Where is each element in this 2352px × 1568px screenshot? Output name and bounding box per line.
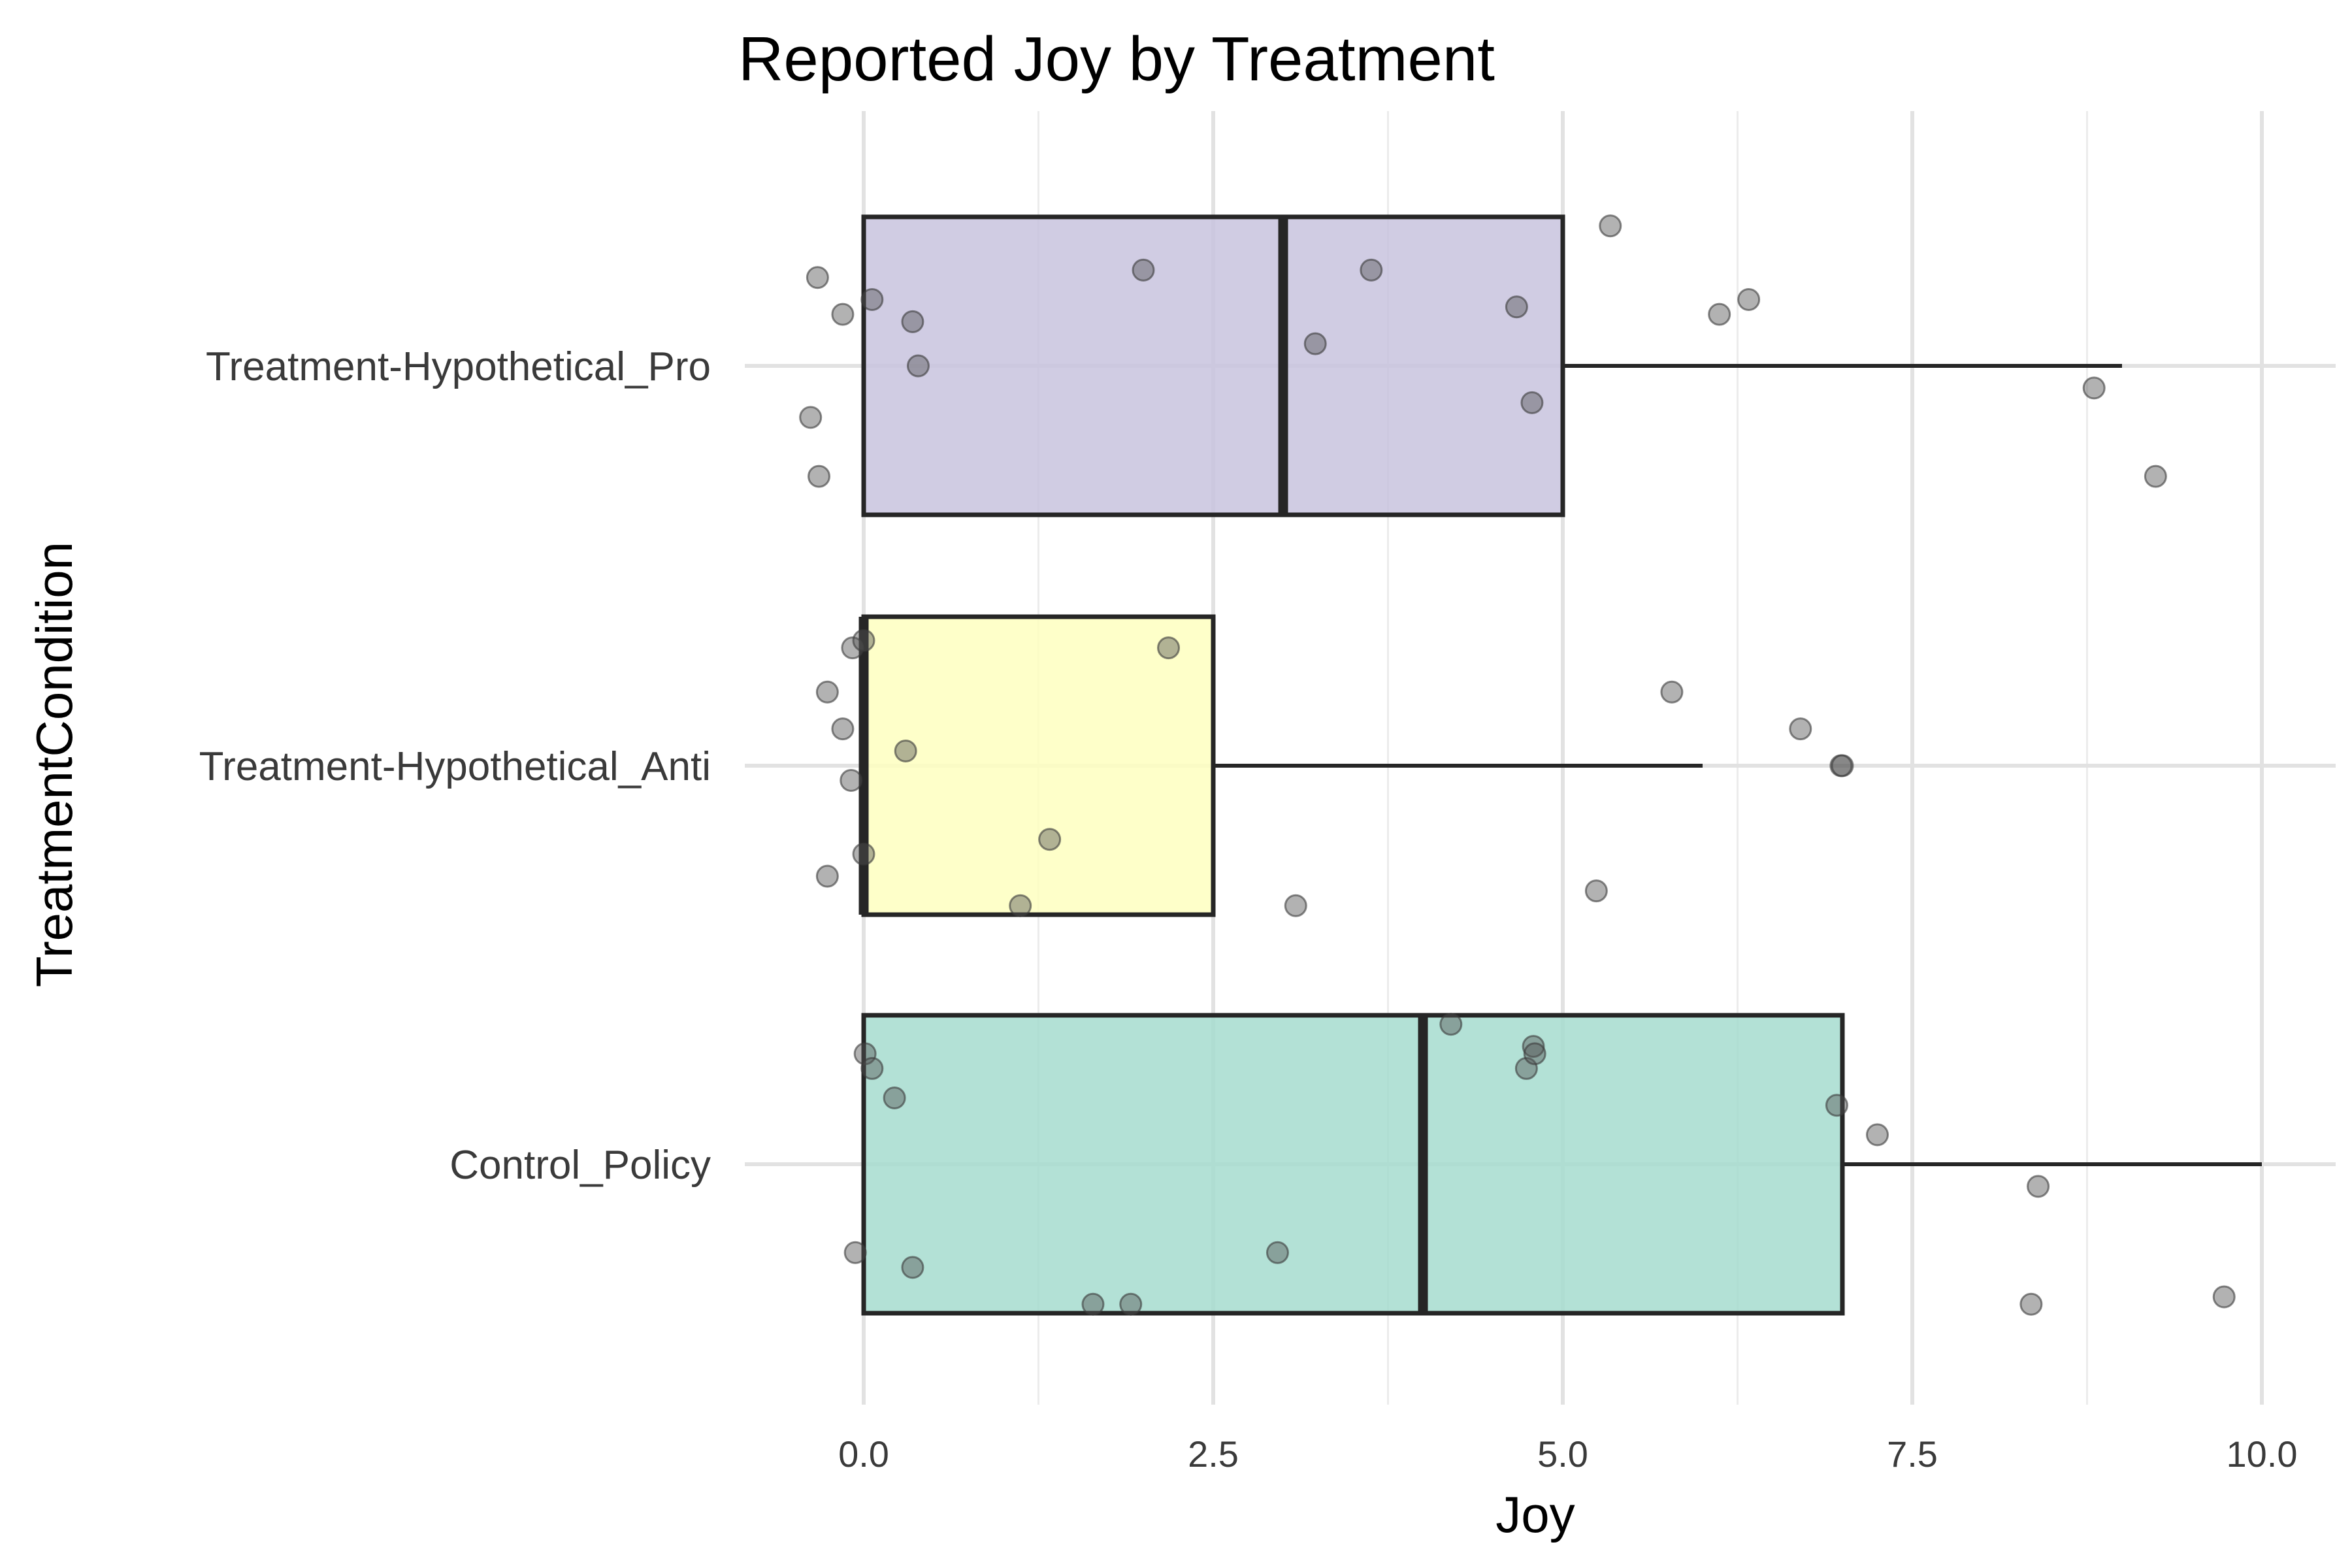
box-rect — [861, 214, 1565, 517]
data-point — [1119, 1292, 1143, 1316]
data-point — [815, 680, 839, 704]
data-point — [1439, 1013, 1463, 1036]
data-point — [1009, 894, 1032, 917]
x-tick-label: 2.5 — [1188, 1433, 1239, 1475]
data-point — [1522, 1035, 1545, 1058]
category-label: Treatment-Hypothetical_Pro — [206, 344, 711, 389]
data-point — [1303, 332, 1327, 355]
data-point — [843, 1241, 867, 1264]
data-point — [852, 629, 875, 652]
data-point — [894, 739, 917, 762]
data-point — [1520, 391, 1544, 414]
data-point — [906, 354, 930, 378]
x-axis-title: Joy — [1495, 1486, 1575, 1543]
x-tick-label: 10.0 — [2227, 1433, 2298, 1475]
data-point — [1360, 258, 1383, 282]
box-rect — [861, 1013, 1845, 1316]
box-rect — [861, 614, 1216, 917]
data-point — [860, 1056, 884, 1080]
data-point — [1284, 894, 1307, 917]
data-point — [2212, 1285, 2236, 1309]
x-tick-label: 7.5 — [1887, 1433, 1938, 1475]
y-axis-categories: Treatment-Hypothetical_Pro Treatment-Hypo… — [199, 344, 711, 1188]
data-point — [2019, 1292, 2043, 1316]
x-tick-label: 5.0 — [1537, 1433, 1588, 1475]
data-point — [806, 266, 829, 289]
data-point — [808, 465, 831, 488]
data-point — [901, 310, 924, 333]
boxes — [858, 214, 2262, 1316]
chart-title: Reported Joy by Treatment — [738, 24, 1495, 94]
data-point — [1825, 1094, 1848, 1117]
data-point — [860, 288, 884, 312]
box-treatment-hypothetical-anti — [858, 614, 1703, 917]
data-point — [1660, 680, 1684, 704]
x-tick-label: 0.0 — [838, 1433, 889, 1475]
data-point — [1157, 636, 1181, 660]
data-point — [1708, 302, 1731, 326]
data-point — [1132, 258, 1155, 282]
data-point — [1038, 828, 1062, 851]
data-point — [1831, 754, 1854, 777]
data-point — [1523, 1042, 1546, 1066]
data-point — [1266, 1241, 1289, 1264]
data-point — [2082, 376, 2106, 400]
data-point — [840, 769, 863, 792]
data-point — [1866, 1123, 1889, 1147]
data-point — [901, 1256, 924, 1279]
data-point — [841, 636, 864, 660]
data-point — [1505, 295, 1528, 319]
data-point — [883, 1086, 906, 1110]
box-treatment-hypothetical-pro — [861, 214, 2122, 517]
data-point — [1737, 288, 1761, 312]
data-points — [799, 214, 2236, 1316]
data-point — [852, 842, 875, 866]
data-point — [1789, 717, 1812, 741]
category-label: Treatment-Hypothetical_Anti — [199, 744, 711, 789]
data-point — [815, 864, 839, 888]
data-point — [799, 406, 823, 429]
category-label: Control_Policy — [449, 1143, 711, 1188]
data-point — [1584, 879, 1608, 903]
x-axis-ticks: 0.0 2.5 5.0 7.5 10.0 — [838, 1433, 2297, 1475]
data-point — [2144, 465, 2167, 488]
data-point — [2027, 1175, 2050, 1198]
data-point — [831, 302, 855, 326]
data-point — [831, 717, 855, 741]
data-point — [1599, 214, 1622, 238]
box-control-policy — [861, 1013, 2262, 1316]
data-point — [1081, 1292, 1105, 1316]
y-axis-title: TreatmentCondition — [25, 542, 83, 987]
